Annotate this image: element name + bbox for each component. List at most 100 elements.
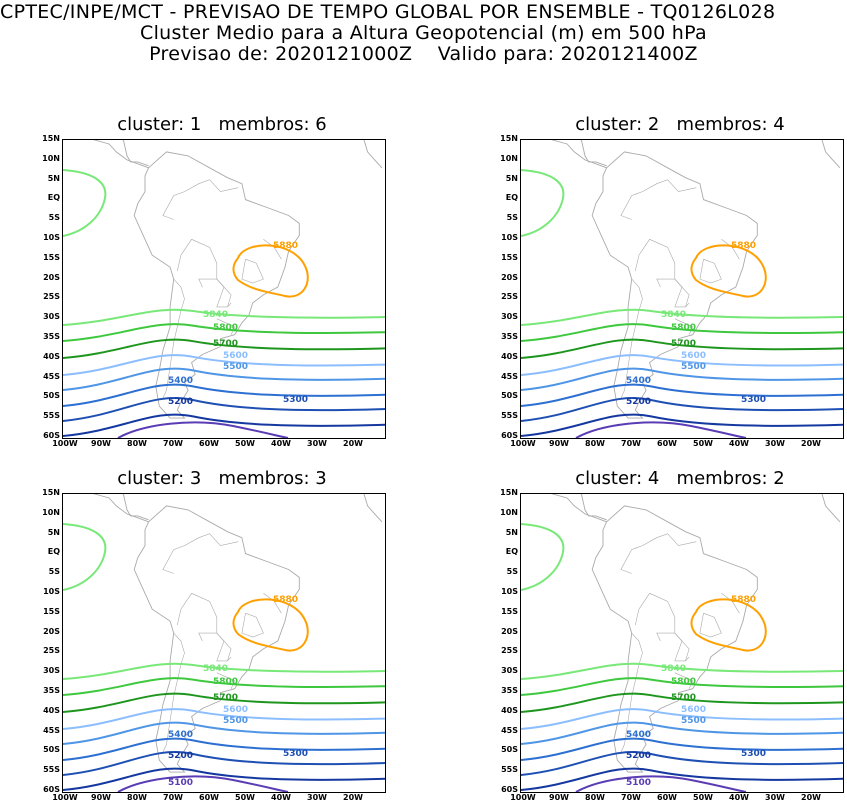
lon-tick-label: 60W <box>199 793 219 802</box>
contour-label: 5880 <box>273 241 298 251</box>
lon-tick-label: 30W <box>765 793 785 802</box>
contour-5400 <box>521 737 843 761</box>
coastline-south-america <box>591 151 758 419</box>
lon-tick-label: 100W <box>510 439 536 448</box>
country-border <box>721 239 740 260</box>
lat-tick-label: 5N <box>47 527 60 537</box>
lon-tick-label: 70W <box>621 439 641 448</box>
contour-label: 5100 <box>626 778 651 788</box>
lon-tick-label: 30W <box>307 439 327 448</box>
contour-5700 <box>63 692 385 713</box>
contour-5100 <box>575 421 747 438</box>
lat-tick-label: 40S <box>501 351 518 361</box>
contour-label: 5200 <box>168 751 193 761</box>
lat-tick-label: 5N <box>505 527 518 537</box>
lat-tick-label: 5S <box>506 567 518 577</box>
lon-tick-label: 60W <box>199 439 219 448</box>
lat-tick-label: EQ <box>47 193 60 203</box>
contour-5840-equatorial <box>63 523 107 591</box>
lon-tick-label: 40W <box>271 793 291 802</box>
contour-label: 5200 <box>626 751 651 761</box>
contour-5200 <box>63 767 385 791</box>
lon-tick-label: 30W <box>307 793 327 802</box>
contour-5300 <box>521 397 843 422</box>
coastline-central-america <box>121 494 149 521</box>
country-border <box>635 238 690 307</box>
contour-5840-equatorial <box>63 169 107 237</box>
lon-tick-label: 20W <box>801 439 821 448</box>
lat-tick-label: 15S <box>43 252 60 262</box>
contour-label: 5800 <box>213 677 238 687</box>
lon-tick-label: 50W <box>693 793 713 802</box>
lon-tick-label: 50W <box>235 439 255 448</box>
country-border <box>699 258 722 284</box>
contour-label: 5300 <box>283 395 308 405</box>
contour-5500 <box>521 721 843 745</box>
contour-5400 <box>521 383 843 407</box>
contour-label: 5500 <box>681 716 706 726</box>
contour-5200 <box>521 413 843 437</box>
contour-label: 5880 <box>731 595 756 605</box>
country-border <box>674 672 694 689</box>
lat-tick-label: 30S <box>501 312 518 322</box>
lat-tick-label: 15S <box>501 252 518 262</box>
lat-tick-label: 50S <box>501 391 518 401</box>
lat-tick-label: 5S <box>506 213 518 223</box>
country-border <box>263 593 282 614</box>
contour-5500 <box>521 367 843 391</box>
lon-tick-label: 70W <box>163 793 183 802</box>
contour-label: 5300 <box>741 749 766 759</box>
lon-tick-label: 80W <box>585 793 605 802</box>
lon-tick-label: 100W <box>52 793 78 802</box>
lat-tick-label: 25S <box>43 292 60 302</box>
country-border <box>656 632 690 662</box>
lon-tick-label: 20W <box>801 793 821 802</box>
coastline-africa <box>363 494 383 523</box>
contour-5700 <box>63 338 385 359</box>
lon-tick-label: 50W <box>693 439 713 448</box>
contour-5100 <box>575 775 747 792</box>
coastline-central-america <box>121 140 149 167</box>
lat-tick-label: 10S <box>501 587 518 596</box>
lat-tick-label: 10S <box>501 233 518 242</box>
lon-tick-label: 90W <box>91 793 111 802</box>
lat-tick-label: 50S <box>43 391 60 401</box>
lon-tick-label: 20W <box>343 793 363 802</box>
contour-label: 5200 <box>626 397 651 407</box>
country-border <box>198 278 232 308</box>
lat-tick-label: 35S <box>501 332 518 341</box>
coastline-south-america <box>133 505 300 773</box>
header-line-1: CPTEC/INPE/MCT - PREVISAO DE TEMPO GLOBA… <box>0 1 776 23</box>
lat-tick-label: 50S <box>501 745 518 755</box>
lat-tick-label: EQ <box>505 547 518 557</box>
country-border <box>635 592 690 661</box>
lat-tick-label: 5S <box>48 213 60 223</box>
panel-title: cluster: 1 membros: 6 <box>117 114 327 135</box>
lon-tick-label: 40W <box>729 439 749 448</box>
contour-label: 5100 <box>168 778 193 788</box>
coastline-south-america <box>133 151 300 419</box>
lat-tick-label: 20S <box>43 626 60 636</box>
contour-label: 5700 <box>213 693 238 703</box>
lat-tick-label: 35S <box>43 332 60 341</box>
contour-label: 5840 <box>203 664 228 674</box>
lon-tick-label: 20W <box>343 439 363 448</box>
contour-5600 <box>63 708 385 730</box>
lon-tick-label: 70W <box>621 793 641 802</box>
coastline-central-america <box>93 140 149 169</box>
lat-tick-label: 55S <box>43 765 60 775</box>
contour-5840-equatorial <box>521 523 565 591</box>
lat-tick-label: 20S <box>501 626 518 636</box>
coastline-central-america <box>551 494 607 523</box>
lat-tick-label: 30S <box>43 312 60 322</box>
country-border <box>162 533 239 574</box>
lat-tick-label: 15S <box>43 606 60 616</box>
lon-tick-label: 40W <box>271 439 291 448</box>
contour-5200 <box>63 413 385 437</box>
contour-label: 5400 <box>168 730 193 740</box>
lon-tick-label: 100W <box>510 793 536 802</box>
lat-tick-label: 35S <box>501 686 518 695</box>
